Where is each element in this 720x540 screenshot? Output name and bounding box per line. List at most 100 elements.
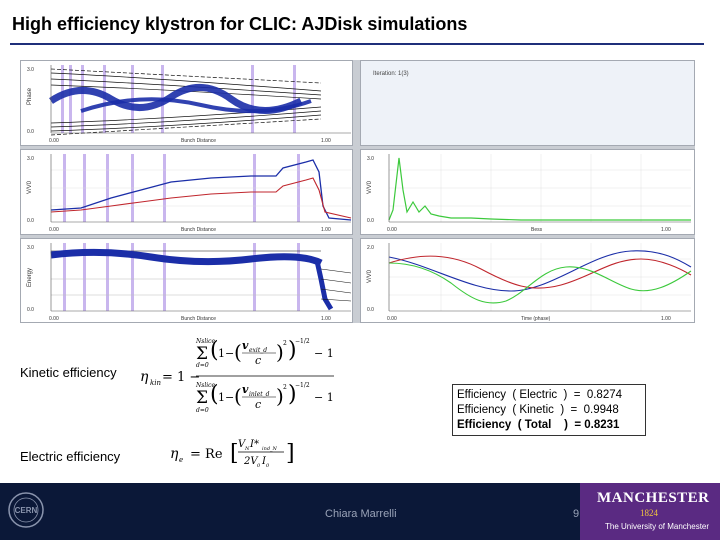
exp-top: −1/2 [295,338,310,345]
spectrum-plot-svg: 3.0 0.0 V/V0 0.00 Bess 1.00 [367,154,691,233]
efficiency-total: Efficiency ( Total ) = 0.8231 [457,419,620,431]
spectrum-xright: 1.00 [661,227,671,233]
violet-band [63,243,66,311]
sum-top-symbol: Σ [196,344,208,364]
waveform-plot-svg: 2.0 0.0 V/V0 0.00 Time (phase) 1.00 [367,243,692,322]
v-exit-sub: exit_d [249,347,267,354]
energy-ylabel: Energy [27,268,33,287]
violet-band [69,65,72,133]
phase-plot: 3.0 0.0 Phase 0.00 Bunch Distance 1.00 [20,60,353,146]
re-i0: I [261,456,267,467]
re-v-n: V [238,439,247,450]
phase-bunch-trace [49,84,303,114]
re-i-ind-sub: ind_N [262,446,278,452]
voltage-xleft: 0.00 [49,227,59,233]
iteration-panel-svg: Iteration: 1(3) [373,71,409,77]
violet-band [61,65,64,133]
c-top: c [255,354,261,367]
voltage-gridlines [51,169,351,207]
energy-xleft: 0.00 [49,316,59,322]
energy-plot: 3.0 0.0 Energy 0.00 Bunch Distance 1.00 [20,238,353,323]
waveform-red-trace [388,255,692,289]
efficiency-electric: Efficiency ( Electric ) = 0.8274 [457,389,623,401]
square-top: 2 [283,340,287,347]
square-bot: 2 [283,384,287,391]
re-2v0-sub: 0 [257,463,261,469]
violet-band [83,243,86,311]
violet-band [131,243,134,311]
phase-ytop: 3.0 [27,67,34,73]
phase-ybot: 0.0 [27,129,34,135]
simulation-plots-panel: 3.0 0.0 Phase 0.00 Bunch Distance 1.00 I… [20,60,695,323]
spectrum-ytop: 3.0 [367,156,374,162]
phase-xleft: 0.00 [49,138,59,144]
energy-ybot: 0.0 [27,307,34,313]
waveform-blue-trace [388,250,692,292]
v-exit: v [242,339,249,352]
v-inlet: v [242,383,249,396]
phase-bunch-trace [80,97,312,114]
bracket-close-bot: ) [276,384,284,408]
waveform-ylabel: V/V0 [367,269,373,283]
paren-open: ( [210,338,219,363]
energy-bunch-tail [314,260,334,311]
waveform-ytop: 2.0 [367,245,374,251]
sum-top-lower: d=0 [196,362,209,369]
paren-open-bot: ( [210,382,219,407]
sum-bot-upper: Nslice [195,382,216,389]
kinetic-efficiency-label: Kinetic efficiency [20,365,117,380]
voltage-plot-svg: 3.0 0.0 V/V0 0.00 Bunch Distance 1.00 [27,154,352,233]
energy-xright: 1.00 [321,316,331,322]
paren-close-bot: ) [288,382,297,407]
re-bracket-close: ] [286,441,295,466]
kinetic-efficiency-equation: η kin = 1 − Nslice Σ d=0 ( 1− ( v exit_d… [140,338,334,414]
violet-band [251,65,254,133]
voltage-red-trace [50,177,352,219]
minus-one-bot: − 1 [314,391,334,404]
electric-efficiency-equation: η e = Re [ V N I* ind_N 2V 0 I 0 ] [170,439,295,469]
waveform-xleft: 0.00 [387,316,397,322]
equals-re: = Re [190,447,223,462]
waveform-ybot: 0.0 [367,307,374,313]
energy-ytop: 3.0 [27,245,34,251]
re-i0-sub: 0 [266,463,270,469]
re-i-ind: I* [249,439,259,450]
eta-kin-symbol: η [140,369,149,385]
manchester-logo-subtitle: The University of Manchester [605,522,710,531]
phase-xright: 1.00 [321,138,331,144]
waveform-xmid: Time (phase) [521,316,551,322]
violet-band [293,65,296,133]
one-minus-top: 1− [218,347,234,360]
v-inlet-sub: inlet_d [249,391,270,398]
spectrum-gridlines [389,154,691,222]
re-v-n-sub: N [244,446,250,452]
spectrum-ylabel: V/V0 [367,180,373,194]
re-2v0: 2V [243,456,259,467]
paren-close: ) [288,338,297,363]
phase-plot-svg: 3.0 0.0 Phase 0.00 Bunch Distance 1.00 [27,65,351,144]
phase-xmid: Bunch Distance [181,138,216,144]
manchester-logo-name: MANCHESTER [597,490,710,506]
title-rule [10,43,704,45]
sum-bot-lower: d=0 [196,407,209,414]
minus-one-top: − 1 [314,347,334,360]
waveform-plot: 2.0 0.0 V/V0 0.00 Time (phase) 1.00 [360,238,695,323]
electric-efficiency-label: Electric efficiency [20,449,121,464]
bracket-close: ) [276,340,284,364]
energy-bunch-trace [50,248,323,267]
voltage-ybot: 0.0 [27,218,34,224]
iteration-legend: Iteration: 1(3) [373,71,409,77]
efficiency-results: Efficiency ( Electric ) = 0.8274 Efficie… [452,384,646,436]
spectrum-xmid: Bess [531,227,543,233]
bracket-open: ( [234,340,242,364]
violet-band [253,243,256,311]
waveform-xright: 1.00 [661,316,671,322]
cern-logo: CERN [8,492,44,528]
voltage-xright: 1.00 [321,227,331,233]
energy-plot-svg: 3.0 0.0 Energy 0.00 Bunch Distance 1.00 [27,243,352,322]
c-bot: c [255,398,261,411]
manchester-logo-year: 1824 [640,508,658,518]
equals-one-minus: = 1 − [162,370,200,385]
sum-bot-symbol: Σ [196,388,208,408]
violet-band [297,243,300,311]
